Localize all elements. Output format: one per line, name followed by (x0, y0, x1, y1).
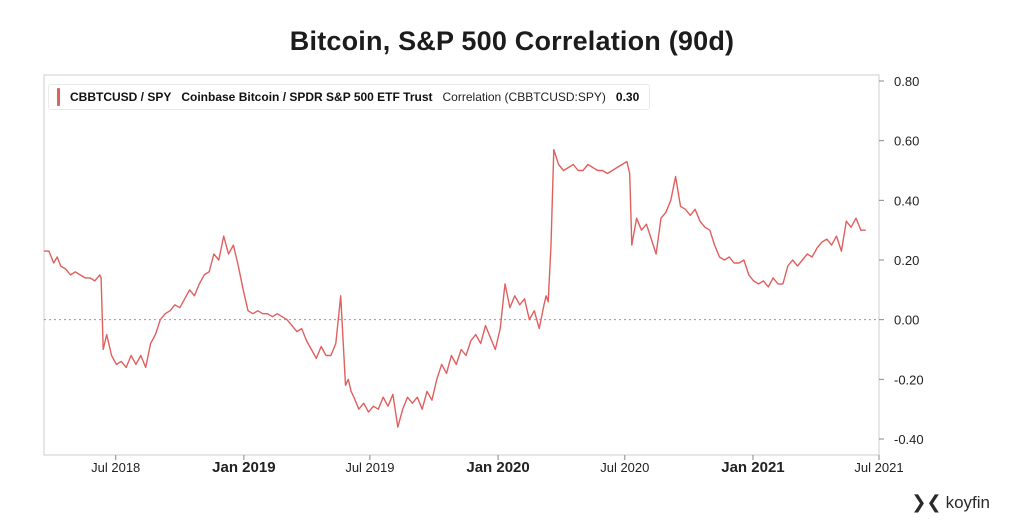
legend-metric: Correlation (CBBTCUSD:SPY) (442, 90, 606, 104)
y-tick-label: 0.60 (894, 134, 919, 149)
plot-frame (43, 74, 880, 456)
series-color-swatch (57, 88, 60, 106)
legend-name: Coinbase Bitcoin / SPDR S&P 500 ETF Trus… (181, 90, 433, 104)
series-line (44, 148, 866, 428)
legend-value: 0.30 (615, 90, 640, 104)
koyfin-brand: ❯❮ koyfin (911, 492, 990, 513)
x-tick-label: Jul 2021 (854, 460, 903, 475)
x-tick-label: Jan 2021 (721, 459, 784, 476)
x-tick-label: Jan 2020 (466, 459, 529, 476)
koyfin-logo-icon: ❯❮ (911, 492, 942, 512)
legend-ticker: CBBTCUSD / SPY (70, 90, 172, 104)
x-tick-label: Jul 2019 (345, 460, 394, 475)
y-axis: 0.80 0.60 0.40 0.20 0.00 -0.20 -0.40 (879, 74, 924, 447)
x-tick-label: Jul 2018 (91, 460, 140, 475)
x-tick-label: Jan 2019 (212, 459, 275, 476)
y-tick-label: 0.40 (894, 193, 919, 208)
chart-title: Bitcoin, S&P 500 Correlation (90d) (289, 26, 735, 56)
y-tick-label: -0.20 (894, 372, 924, 387)
y-tick-label: -0.40 (894, 432, 924, 447)
plot-border (43, 74, 880, 456)
y-tick-label: 0.20 (894, 253, 919, 268)
brand-name: koyfin (945, 492, 990, 512)
x-axis: Jul 2018 Jan 2019 Jul 2019 Jan 2020 Jul 2020… (91, 455, 904, 476)
x-tick-label: Jul 2020 (600, 460, 649, 475)
series-group (44, 148, 866, 428)
series-legend: CBBTCUSD / SPY Coinbase Bitcoin / SPDR S… (48, 84, 651, 110)
y-tick-label: 0.80 (894, 74, 919, 89)
y-tick-label: 0.00 (894, 313, 919, 328)
